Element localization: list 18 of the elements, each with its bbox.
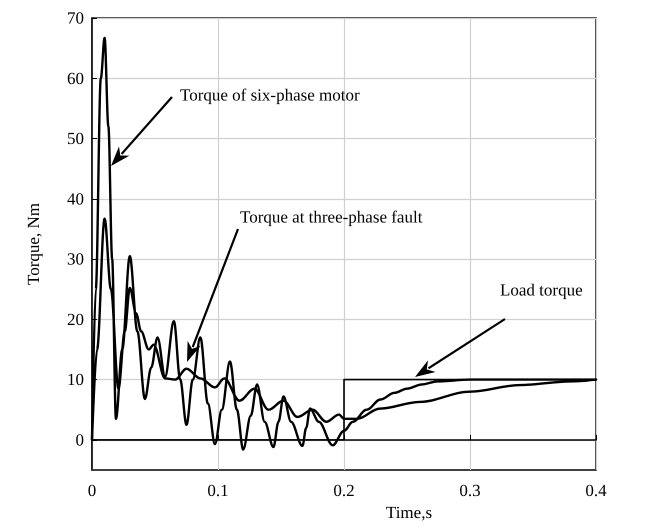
- y-tick-label: 30: [67, 250, 84, 269]
- x-tick-label: 0: [88, 481, 96, 500]
- annotation: Torque of six-phase motor: [180, 86, 360, 104]
- annotation: Torque at three-phase fault: [240, 208, 423, 226]
- x-tick-label: 0.1: [207, 481, 229, 500]
- y-tick-label: 60: [67, 68, 84, 88]
- y-axis-title: Torque, Nm: [24, 203, 43, 285]
- x-tick-label: 0.3: [459, 481, 481, 500]
- x-tick-label: 0.2: [333, 481, 355, 500]
- y-tick-label: 40: [67, 189, 84, 208]
- x-tick-label: 0.4: [585, 481, 608, 500]
- x-axis-title: Time,s: [386, 502, 432, 522]
- y-tick-label: 0: [76, 430, 84, 450]
- y-tick-label: 20: [67, 310, 84, 329]
- annotation: Load torque: [500, 280, 583, 300]
- y-tick-label: 10: [67, 370, 84, 390]
- y-tick-label: 50: [67, 129, 84, 148]
- y-tick-label: 70: [67, 8, 84, 28]
